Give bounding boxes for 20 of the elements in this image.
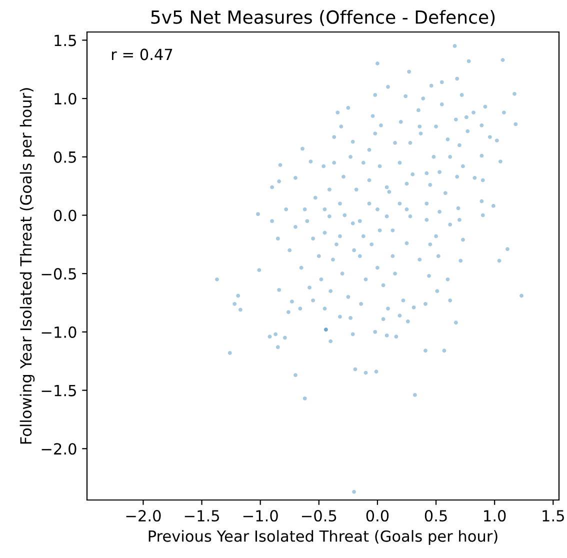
y-tick-label: −0.5 [42,268,76,280]
y-tick-label: −1.5 [42,384,76,396]
x-tick-label: 0.5 [424,510,447,522]
annotation: r = 0.47 [112,48,172,60]
y-tick-label: −1.0 [42,326,76,338]
x-tick-label: −0.5 [302,510,336,522]
x-axis-title: Previous Year Isolated Threat (Goals per hour) [148,530,498,545]
y-axis-title: Following Year Isolated Threat (Goals per hour) [20,88,35,444]
x-tick-label: 1.0 [484,510,506,522]
y-tick-label: 0.5 [54,151,76,163]
x-tick-label: −1.5 [184,510,219,522]
y-tick-label: 1.0 [54,92,76,105]
y-tick-label: 1.5 [54,34,76,46]
x-tick-label: −2.0 [126,510,161,522]
x-tick-label: 0.0 [366,510,389,522]
x-tick-label: −1.0 [243,510,278,522]
x-tick-label: 1.5 [542,510,564,522]
y-tick-label: −2.0 [42,443,76,455]
y-tick-label: 0.0 [54,210,76,222]
chart-title: 5v5 Net Measures (Offence - Defence) [151,10,495,26]
